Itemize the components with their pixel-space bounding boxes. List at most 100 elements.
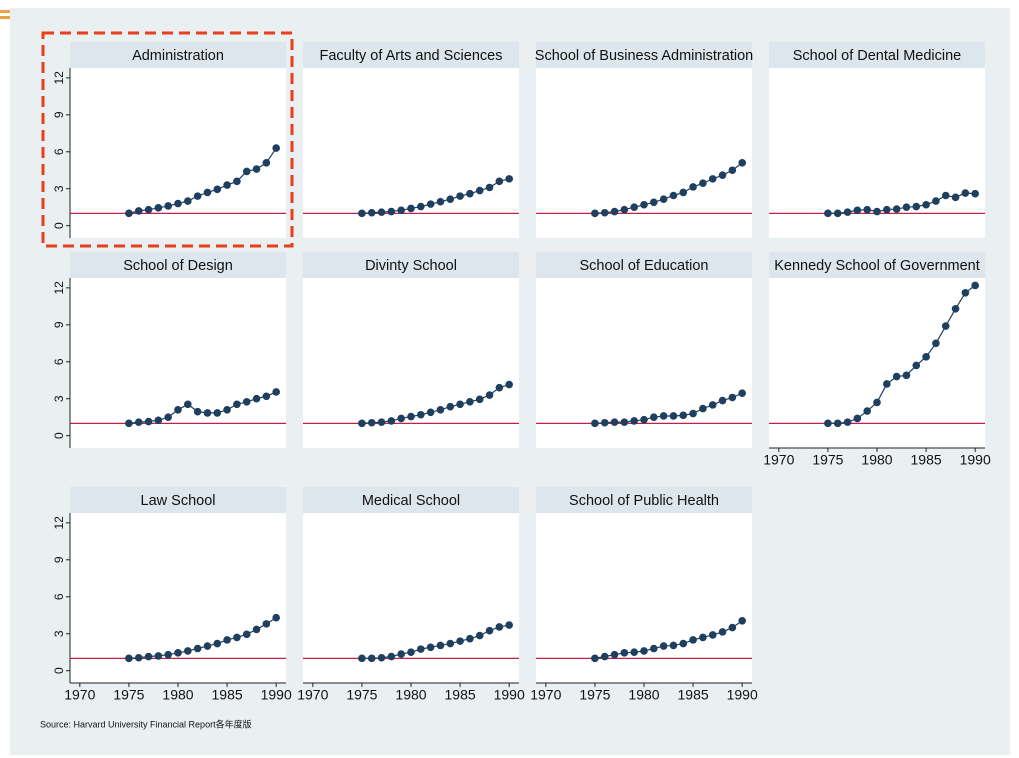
data-point [446,195,455,203]
y-tick-label: 12 [52,281,66,295]
data-point [971,281,979,290]
data-point [708,401,717,409]
data-point [961,189,970,197]
data-point [699,633,707,642]
source-note: Source: Harvard University Financial Rep… [40,718,252,729]
data-point [591,209,599,218]
data-point [426,200,435,208]
data-point [203,188,212,197]
panel-title: Law School [141,493,216,509]
x-tick-label: 1990 [261,687,292,703]
data-point [912,361,921,370]
data-point [446,639,455,648]
marker [0,16,10,19]
data-point [387,207,396,216]
x-tick-label: 1985 [445,687,476,703]
y-tick-label: 0 [52,667,66,674]
data-point [718,171,727,179]
data-point [630,417,638,425]
data-point [213,185,222,194]
data-point [174,406,182,414]
panel-title: School of Education [580,258,709,274]
data-point [154,204,163,212]
panel-header [303,487,519,513]
data-point [407,648,415,657]
data-point [164,202,172,210]
data-point [853,206,862,215]
panel-header [70,487,286,513]
data-point [824,209,832,218]
data-point [853,414,862,423]
plot-area [70,513,286,683]
x-tick-label: 1975 [579,687,610,703]
data-point [591,654,599,663]
y-tick-label: 6 [52,148,66,155]
data-point [233,400,241,409]
data-point [213,409,222,417]
data-point [377,418,386,426]
data-point [358,419,366,428]
data-line [361,383,510,424]
data-point [863,205,871,214]
data-point [600,652,609,661]
data-point [475,395,484,404]
x-tick-label: 1990 [960,452,991,468]
data-line [827,192,976,214]
data-point [659,412,668,420]
data-point [873,398,881,407]
data-point [941,191,950,200]
data-point [600,208,609,217]
data-point [902,203,911,212]
plot-area [70,278,286,448]
data-point [203,409,212,417]
data-point [679,188,688,197]
data-point [184,400,192,409]
data-point [407,204,415,213]
data-point [620,649,629,657]
data-point [184,647,192,655]
data-point [650,644,658,653]
data-point [436,406,445,414]
data-point [699,404,707,413]
data-point [367,418,376,427]
x-tick-label: 1970 [530,687,561,703]
y-tick-label: 0 [52,432,66,439]
data-point [144,652,153,661]
x-tick-label: 1975 [113,687,144,703]
data-point [262,392,271,401]
data-point [446,402,455,411]
data-point [203,642,212,650]
data-point [708,175,717,183]
y-tick-label: 12 [52,516,66,530]
data-point [144,417,153,426]
y-tick-label: 3 [52,630,66,637]
data-point [475,631,484,640]
data-point [630,203,638,212]
x-tick-label: 1970 [763,452,794,468]
data-point [426,643,435,652]
data-point [610,418,619,426]
data-point [164,650,172,659]
x-tick-label: 1980 [628,687,659,703]
data-point [718,396,727,405]
data-line [128,147,277,214]
data-point [174,199,182,208]
data-point [397,206,405,215]
data-point [689,636,697,644]
panel-header [303,42,519,68]
data-point [223,181,231,189]
data-point [824,419,832,428]
data-point [252,165,261,173]
data-point [505,175,513,183]
data-point [184,197,192,205]
data-point [728,623,737,632]
panel-title: Faculty of Arts and Sciences [320,48,503,64]
data-point [495,383,504,392]
panel-title: Divinty School [365,258,457,274]
data-point [630,648,638,657]
data-point [213,639,222,648]
data-point [728,393,737,402]
data-line [594,392,743,424]
data-point [387,417,396,425]
data-point [892,372,901,381]
